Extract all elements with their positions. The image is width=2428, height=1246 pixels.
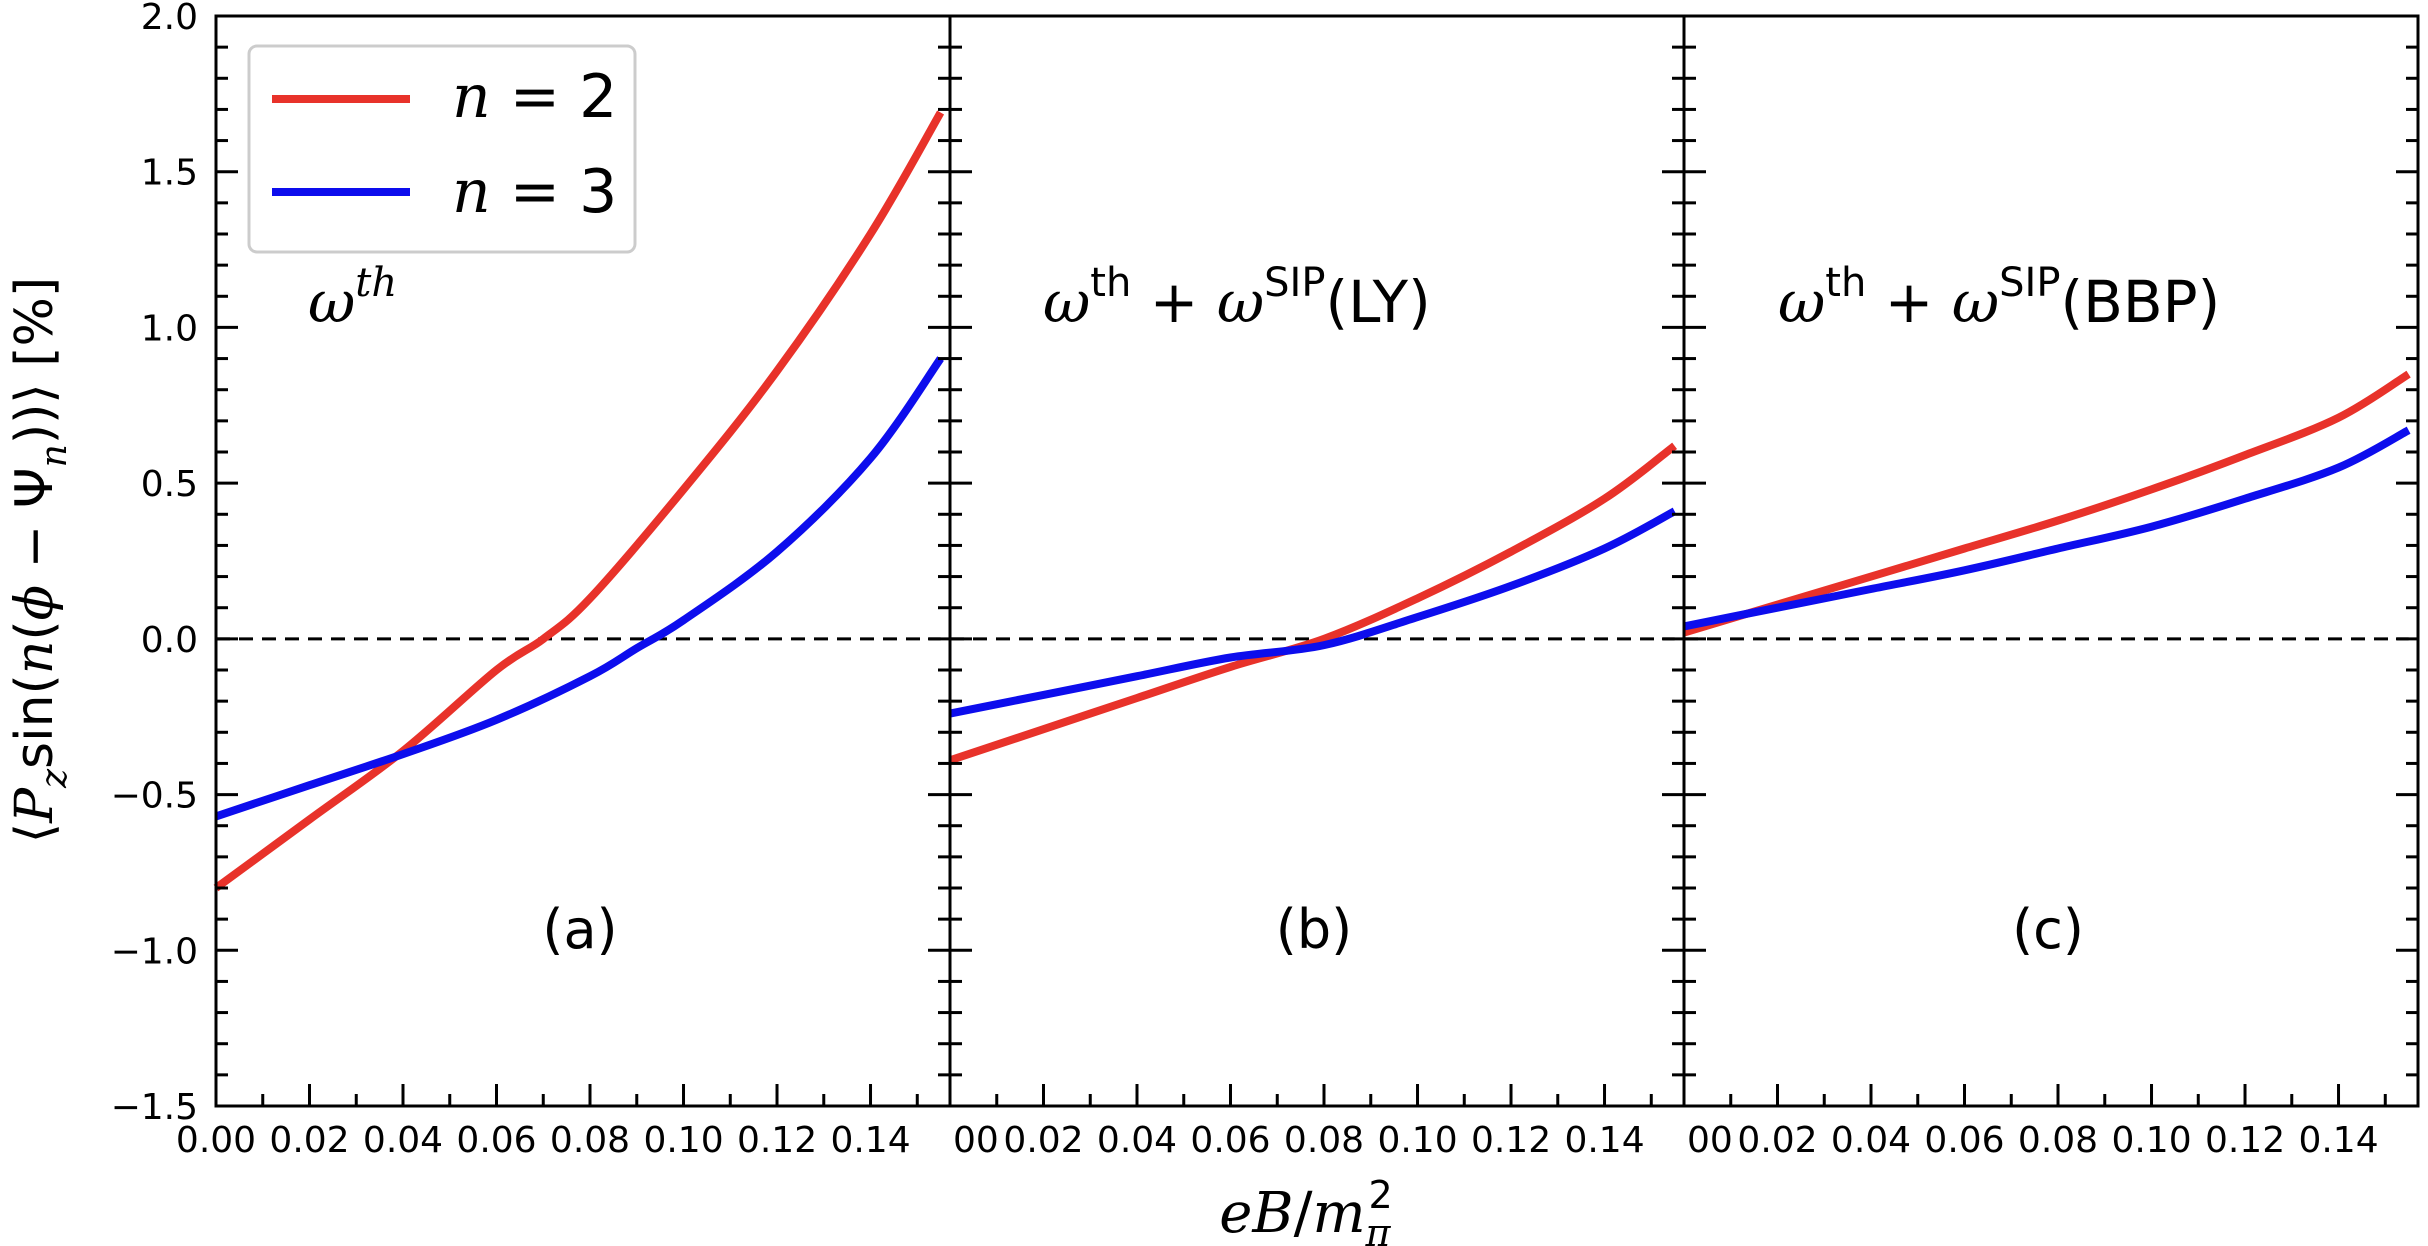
panel-c-title: ωth + ωSIP(BBP) <box>1778 260 2220 336</box>
series-line-b-n3 <box>949 507 1677 718</box>
x-tick-label: 0.04 <box>1831 1120 1911 1161</box>
x-tick-label: 0.08 <box>550 1120 630 1161</box>
panel-b-title: ωth + ωSIP(LY) <box>1043 260 1431 336</box>
legend: n = 2 n = 3 <box>247 44 637 254</box>
x-tick-label: 0.14 <box>830 1120 910 1161</box>
x-tick-label: 0.00 <box>176 1120 256 1161</box>
x-tick-label: 0.06 <box>456 1120 536 1161</box>
x-tick-label: 00 <box>953 1120 999 1161</box>
x-tick-label: 0.04 <box>1097 1120 1177 1161</box>
y-axis-label: ⟨Pzsin(n(ϕ − Ψn))⟩ [%] <box>5 277 75 843</box>
x-tick-label: 00 <box>1687 1120 1733 1161</box>
series-line-a-n2 <box>213 110 945 892</box>
x-tick-label: 0.06 <box>1190 1120 1270 1161</box>
x-tick-label: 0.12 <box>737 1120 817 1161</box>
series-line-c-n2 <box>1682 370 2411 637</box>
x-tick-label: 0.02 <box>1737 1120 1817 1161</box>
panel-label-c: (c) <box>2012 898 2084 961</box>
panels-layer: 0.00 0.02 0.04 0.06 0.08 0.10 0.12 0.14(a)00 0.0… <box>111 0 2420 1161</box>
x-tick-label: 0.08 <box>1284 1120 1364 1161</box>
panel-label-b: (b) <box>1276 898 1352 961</box>
x-tick-label: 0.10 <box>643 1120 723 1161</box>
x-axis-label: eB/mπ2 <box>1219 1173 1392 1246</box>
y-tick-label: −1.0 <box>111 931 198 972</box>
x-tick-label: 0.10 <box>1377 1120 1457 1161</box>
panel-c: 00 0.02 0.04 0.06 0.08 0.10 0.12 0.14 (c) <box>1682 14 2420 1161</box>
x-tick-label: 0.14 <box>2298 1120 2378 1161</box>
series-line-c-n3 <box>1683 426 2411 631</box>
panel-b: 00 0.02 0.04 0.06 0.08 0.10 0.12 0.14 (b) <box>948 14 1686 1161</box>
x-tick-label: 0.14 <box>1564 1120 1644 1161</box>
x-tick-label: 0.10 <box>2111 1120 2191 1161</box>
x-tick-label: 0.04 <box>363 1120 443 1161</box>
y-tick-label: 1.5 <box>141 153 198 194</box>
y-tick-label: −0.5 <box>111 776 198 817</box>
panel-frame <box>1682 14 2420 1108</box>
x-tick-label: 0.02 <box>1003 1120 1083 1161</box>
series-line-a-n3 <box>214 356 944 821</box>
x-tick-label: 0.02 <box>269 1120 349 1161</box>
legend-label-n3: n = 3 <box>452 157 617 227</box>
x-tick-label: 0.06 <box>1924 1120 2004 1161</box>
panel-a-title: ωth <box>308 260 397 336</box>
x-tick-label: 0.12 <box>1471 1120 1551 1161</box>
x-tick-label: 0.08 <box>2018 1120 2098 1161</box>
x-tick-label: 0.12 <box>2205 1120 2285 1161</box>
legend-label-n2: n = 2 <box>452 62 617 132</box>
y-tick-label: 2.0 <box>141 0 198 38</box>
y-tick-label: 0.0 <box>141 620 198 661</box>
y-tick-label: −1.5 <box>111 1087 198 1128</box>
panel-a: 0.00 0.02 0.04 0.06 0.08 0.10 0.12 0.14 (a) <box>176 14 952 1161</box>
y-tick-label: 1.0 <box>141 308 198 349</box>
y-tick-label: 0.5 <box>141 464 198 505</box>
series-line-b-n2 <box>948 442 1678 765</box>
panel-label-a: (a) <box>542 898 617 961</box>
